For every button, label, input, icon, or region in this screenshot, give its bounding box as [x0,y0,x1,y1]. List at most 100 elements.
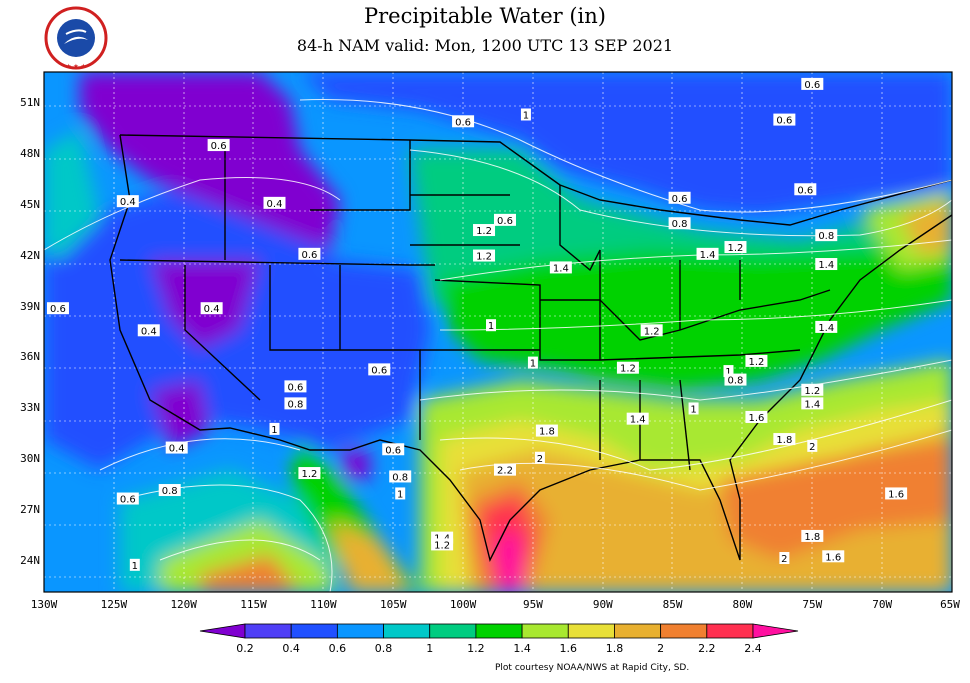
contour-label: 0.6 [287,382,303,393]
contour-label-bg [207,139,230,152]
contour-label-bg [668,191,691,204]
contour-label-bg [165,441,188,454]
contour-label: 1 [132,561,138,572]
contour-label-bg [626,412,649,425]
colorbar-tick-label: 2 [657,642,665,655]
contour-label-bg [815,229,838,242]
contour-label-bg [298,467,321,480]
contour-label-bg [801,397,824,410]
contour-label-bg [696,247,719,260]
colorbar-swatch [429,623,477,639]
contour-label: 0.6 [120,495,136,506]
lon-label: 130W [30,598,58,611]
lon-label: 125W [100,598,128,611]
contour-label: 0.6 [50,304,66,315]
lat-label: 33N [20,401,40,415]
contour-label: 1.4 [553,263,569,274]
contour-label: 0.6 [455,117,471,128]
lon-label: 90W [592,598,613,611]
lon-label: 105W [379,598,407,611]
contour-label-bg [520,108,531,121]
colorbar-tick-label: 0.6 [328,642,347,655]
contour-label: 1.2 [620,364,636,375]
contour-label: 0.4 [204,304,220,315]
contour-label-bg [801,77,824,90]
contour-label: 1.2 [728,243,744,254]
colorbar-tick-label: 0.2 [236,642,254,655]
colorbar-tick-label: 1.8 [605,642,624,655]
contour-label-bg [493,463,516,476]
lat-label: 30N [20,452,40,466]
svg-text:★ ★ ★: ★ ★ ★ [66,63,86,70]
contour-label-bg [724,373,747,386]
contour-label: 1 [530,359,536,370]
contour-label-bg [801,529,824,542]
contour-label: 1.2 [748,357,764,368]
lat-label: 39N [20,299,40,313]
contour-label-bg [822,550,845,563]
moisture-field [44,72,952,592]
contour-label-bg [549,261,572,274]
contour-label: 0.4 [141,326,157,337]
contour-label-bg [431,538,454,551]
contour-label-bg [158,484,181,497]
colorbar-swatch [244,623,292,639]
contour-label: 0.6 [797,185,813,196]
colorbar-tick-label: 0.8 [374,642,393,655]
colorbar-swatch [290,623,338,639]
contour-label: 0.8 [818,231,834,242]
contour-label: 0.6 [776,116,792,127]
lon-label: 100W [449,598,477,611]
contour-label-bg [473,249,496,262]
contour-label-bg [200,302,223,315]
contour-label-bg [298,247,321,260]
colorbar-max-arrow [752,623,799,639]
contour-label: 1.6 [825,552,841,563]
contour-label: 1.2 [644,326,660,337]
contour-label-bg [493,213,516,226]
contour-label: 1.4 [700,250,716,261]
colorbar-swatch [614,623,662,639]
contour-label: 0.8 [162,486,178,497]
contour-label: 0.6 [301,250,317,261]
lat-label: 45N [20,197,40,211]
contour-label-bg [745,354,768,367]
contour-label: 0.6 [672,194,688,205]
colorbar-tick-label: 1.4 [513,642,531,655]
contour-label-bg [116,492,139,505]
contour-label: 1.6 [748,413,764,424]
colorbar-swatch [521,623,569,639]
contour-label: 1.2 [476,252,492,263]
contour-label: 1.8 [539,427,555,438]
contour-label: 1.8 [776,435,792,446]
lat-label: 24N [20,554,40,568]
map-frame [43,71,953,593]
lon-label: 95W [522,598,543,611]
contour-label: 0.4 [120,197,136,208]
contour-label: 2.2 [497,466,513,477]
lat-label: 42N [20,248,40,262]
colorbar [199,623,799,639]
contour-label-bg [284,380,307,393]
contour-label: 1 [397,489,403,500]
contour-label-bg [535,424,558,437]
contour-label-bg [779,552,790,565]
contour-label: 1.6 [888,489,904,500]
colorbar-swatch [706,623,754,639]
contour-label-bg [473,224,496,237]
contour-label-bg [724,241,747,254]
colorbar-tick-label: 2.4 [744,642,762,655]
contour-label-bg [801,383,824,396]
contour-value-labels: 0.6 0.6 0.6 1 0.6 0.6 0.4 0.4 0.6 1.2 1.2 0.6 0.8 0.6… [46,77,908,572]
lon-label: 110W [310,598,337,611]
colorbar-swatch [475,623,523,639]
credit-line: Plot courtesy NOAA/NWS at Rapid City, SD… [495,663,690,673]
contour-label: 1 [725,367,731,378]
contour-label: 1 [271,425,277,436]
contour-label: 0.8 [728,376,744,387]
contour-label: 1.2 [804,386,820,397]
contour-label-bg [807,439,818,452]
contour-label-bg [382,443,405,456]
contour-label: 0.8 [287,399,303,410]
contour-label-bg [794,183,817,196]
